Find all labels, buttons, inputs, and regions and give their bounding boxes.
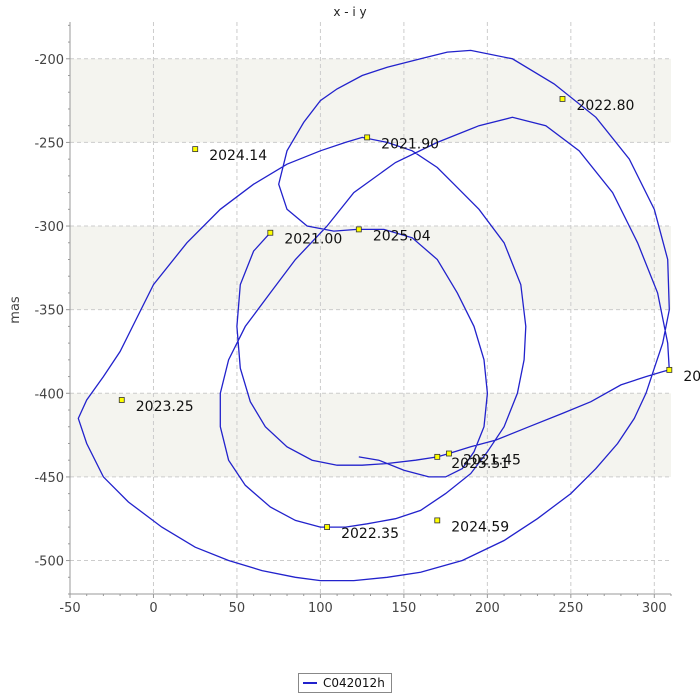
epoch-marker <box>355 226 362 233</box>
y-tick-label: -250 <box>34 136 64 151</box>
epoch-marker <box>434 517 441 524</box>
epoch-marker <box>192 146 199 153</box>
x-tick-label: 300 <box>642 601 667 616</box>
x-tick-label: -50 <box>59 601 80 616</box>
legend-swatch <box>303 682 317 684</box>
x-tick-label: 150 <box>391 601 416 616</box>
epoch-marker <box>434 453 441 460</box>
epoch-label: 2025.04 <box>373 228 431 244</box>
x-tick-label: 100 <box>308 601 333 616</box>
epoch-label: 2024.59 <box>451 519 509 535</box>
grid-band <box>70 226 671 310</box>
epoch-label: 2023.25 <box>136 399 194 415</box>
y-tick-label: -200 <box>34 53 64 68</box>
x-tick-label: 200 <box>475 601 500 616</box>
epoch-label: 2022.80 <box>576 98 634 114</box>
x-tick-label: 0 <box>149 601 157 616</box>
legend: C042012h <box>298 673 392 693</box>
series-line-C042012h <box>77 49 670 582</box>
epoch-label: 2021.00 <box>284 232 342 248</box>
y-tick-label: -300 <box>34 220 64 235</box>
x-tick-label: 50 <box>229 601 246 616</box>
legend-label: C042012h <box>323 676 385 690</box>
y-tick-label: -450 <box>34 471 64 486</box>
y-tick-label: -400 <box>34 387 64 402</box>
epoch-marker <box>118 397 125 403</box>
series-layer <box>77 49 670 582</box>
chart-title: x - i y <box>333 5 366 19</box>
epoch-marker <box>666 366 673 373</box>
epoch-marker <box>559 96 566 102</box>
epoch-label: 2021.90 <box>381 136 439 152</box>
epoch-label: 2024.14 <box>209 148 267 164</box>
axes-layer: -50 0 50 100 150 200 250 300-200-250-300-350-40… <box>34 22 672 616</box>
epoch-marker <box>267 229 274 236</box>
y-tick-label: -350 <box>34 304 64 319</box>
y-axis-title: mas <box>8 296 23 324</box>
epoch-label: 2022.35 <box>341 526 399 542</box>
epoch-marker <box>446 450 452 457</box>
epoch-marker <box>324 524 330 530</box>
epoch-marker <box>364 134 371 141</box>
epoch-label: 2023.70 <box>683 369 700 385</box>
epoch-label: 2021.45 <box>463 453 521 469</box>
epoch-label: 2025.51 <box>451 456 509 472</box>
x-tick-label: 250 <box>558 601 583 616</box>
y-tick-label: -500 <box>34 555 64 570</box>
marker-layer: 2021.00 2021.45 2021.90 2022.35 2022.80 2023.… <box>118 96 700 542</box>
